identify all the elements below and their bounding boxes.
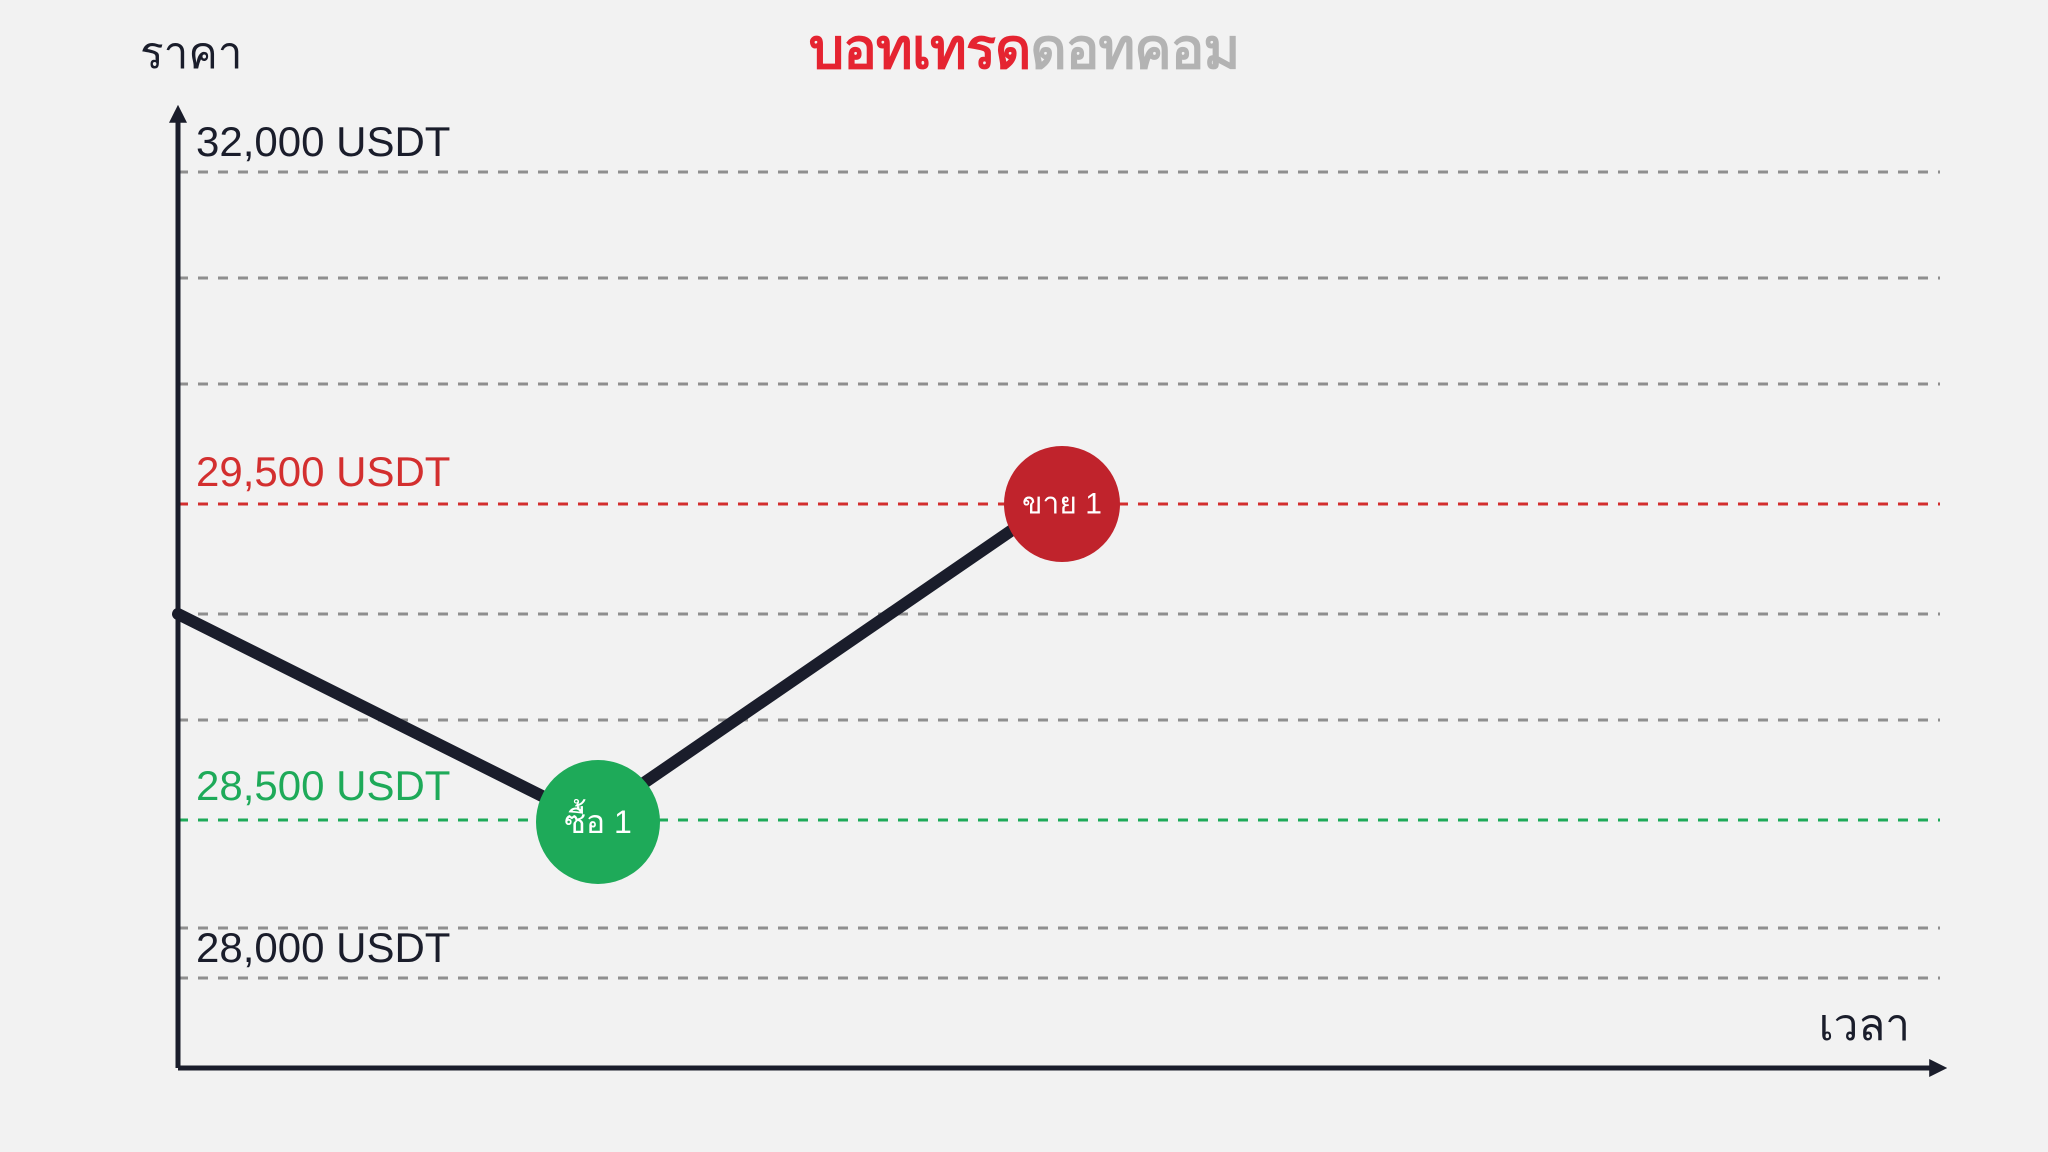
grid-label: 29,500 USDT <box>196 448 450 495</box>
brand-logo: บอทเทรดดอทคอม <box>809 17 1240 80</box>
grid-label: 32,000 USDT <box>196 118 450 165</box>
marker-buy-1-label: ซื้อ 1 <box>564 799 632 840</box>
grid-label: 28,500 USDT <box>196 762 450 809</box>
x-axis-label: เวลา <box>1819 1001 1910 1050</box>
y-axis-label: ราคา <box>140 29 242 78</box>
price-chart: 32,000 USDT 29,500 USDT 28,500 USDT 28,000 … <box>0 0 2048 1152</box>
marker-sell-1-label: ขาย 1 <box>1022 488 1102 521</box>
grid-label: 28,000 USDT <box>196 924 450 971</box>
